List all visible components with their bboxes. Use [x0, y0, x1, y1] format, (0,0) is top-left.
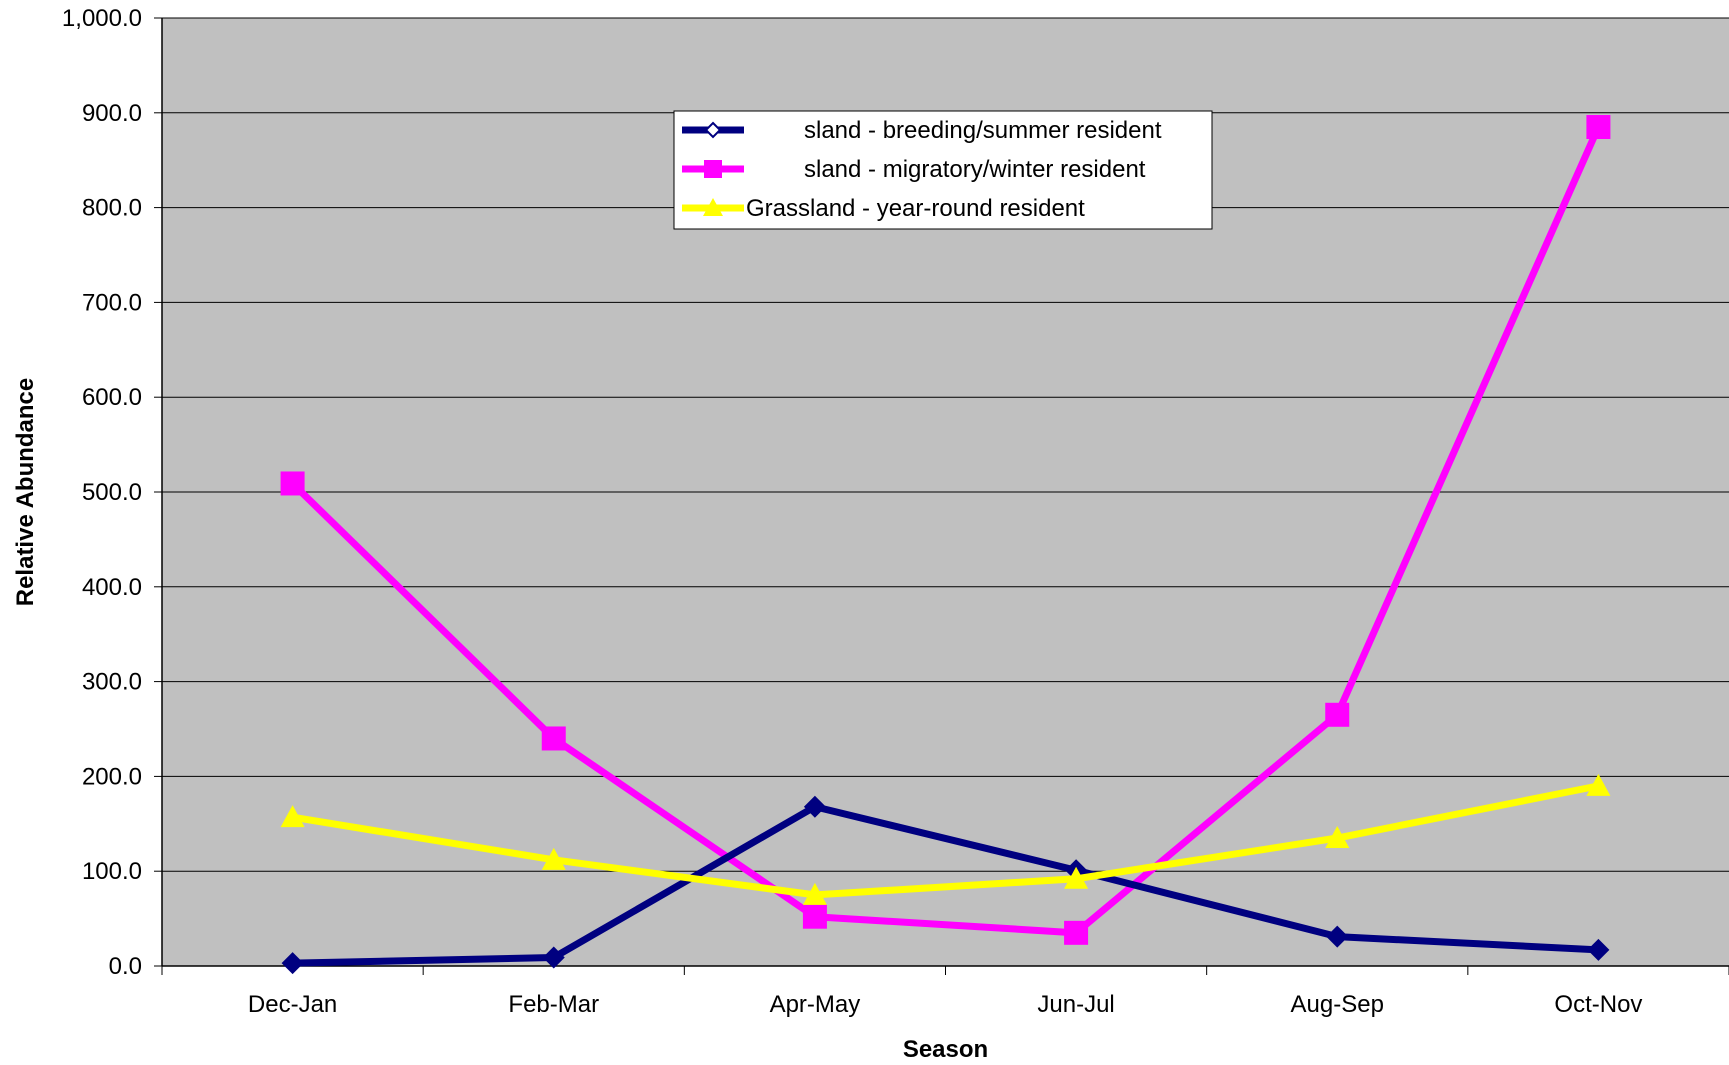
data-point: [1586, 115, 1611, 140]
legend-box: [673, 110, 1213, 230]
x-tick-label: Oct-Nov: [1554, 991, 1642, 1018]
legend-label: sland - migratory/winter resident: [804, 156, 1146, 183]
x-tick-label: Aug-Sep: [1291, 991, 1384, 1018]
axes: [154, 17, 1729, 975]
legend-entry: sland - migratory/winter resident: [682, 156, 1146, 183]
x-tick-label: Jun-Jul: [1037, 991, 1114, 1018]
legend-entry: sland - breeding/summer resident: [682, 117, 1162, 144]
legend-marker: [703, 198, 723, 216]
y-tick-label: 100.0: [82, 858, 142, 885]
legend-label: sland - breeding/summer resident: [804, 117, 1162, 144]
series-layer: [280, 115, 1611, 975]
y-tick-label: 200.0: [82, 763, 142, 790]
data-point: [802, 904, 827, 929]
y-tick-label: 500.0: [82, 479, 142, 506]
legend: sland - breeding/summer resident sland - …: [673, 110, 1213, 230]
data-point: [280, 471, 305, 496]
data-point: [1325, 702, 1350, 727]
x-tick-label: Dec-Jan: [248, 991, 337, 1018]
series-line: [290, 125, 1602, 937]
data-point: [281, 952, 304, 975]
x-tick-label: Apr-May: [770, 991, 861, 1018]
data-point: [1325, 826, 1350, 849]
x-axis-title: Season: [903, 1036, 988, 1063]
y-tick-label: 600.0: [82, 384, 142, 411]
data-point: [541, 726, 566, 751]
data-point: [803, 795, 826, 818]
x-tick-label: Feb-Mar: [508, 991, 599, 1018]
data-point: [1326, 925, 1349, 948]
data-point: [802, 882, 827, 905]
y-tick-label: 400.0: [82, 574, 142, 601]
y-tick-label: 900.0: [82, 100, 142, 127]
data-point: [1064, 866, 1089, 889]
y-tick-label: 0.0: [109, 953, 142, 980]
series-line: [292, 782, 1600, 899]
x-tick-labels: Dec-Jan Feb-Mar Apr-May Jun-Jul Aug-Sep Oct-N…: [248, 991, 1643, 1018]
y-tick-labels: 0.0 100.0 200.0 300.0 400.0 500.0 600.0 700.0 80…: [62, 5, 142, 980]
data-point: [541, 847, 566, 870]
y-tick-label: 300.0: [82, 669, 142, 696]
data-point: [1587, 938, 1610, 961]
y-tick-label: 800.0: [82, 195, 142, 222]
series-line: [292, 803, 1599, 967]
data-point: [1064, 920, 1089, 945]
y-tick-label: 700.0: [82, 289, 142, 316]
series-3: [280, 773, 1611, 905]
legend-entry: Grassland - year-round resident: [682, 195, 1085, 222]
data-point: [280, 805, 305, 828]
legend-label: Grassland - year-round resident: [746, 195, 1085, 222]
y-tick-label: 1,000.0: [62, 5, 142, 32]
data-point: [1586, 773, 1611, 796]
series-2: [280, 115, 1611, 945]
legend-marker: [704, 160, 722, 178]
data-point: [542, 946, 565, 969]
legend-marker: [704, 121, 722, 139]
y-axis-title: Relative Abundance: [12, 378, 39, 607]
